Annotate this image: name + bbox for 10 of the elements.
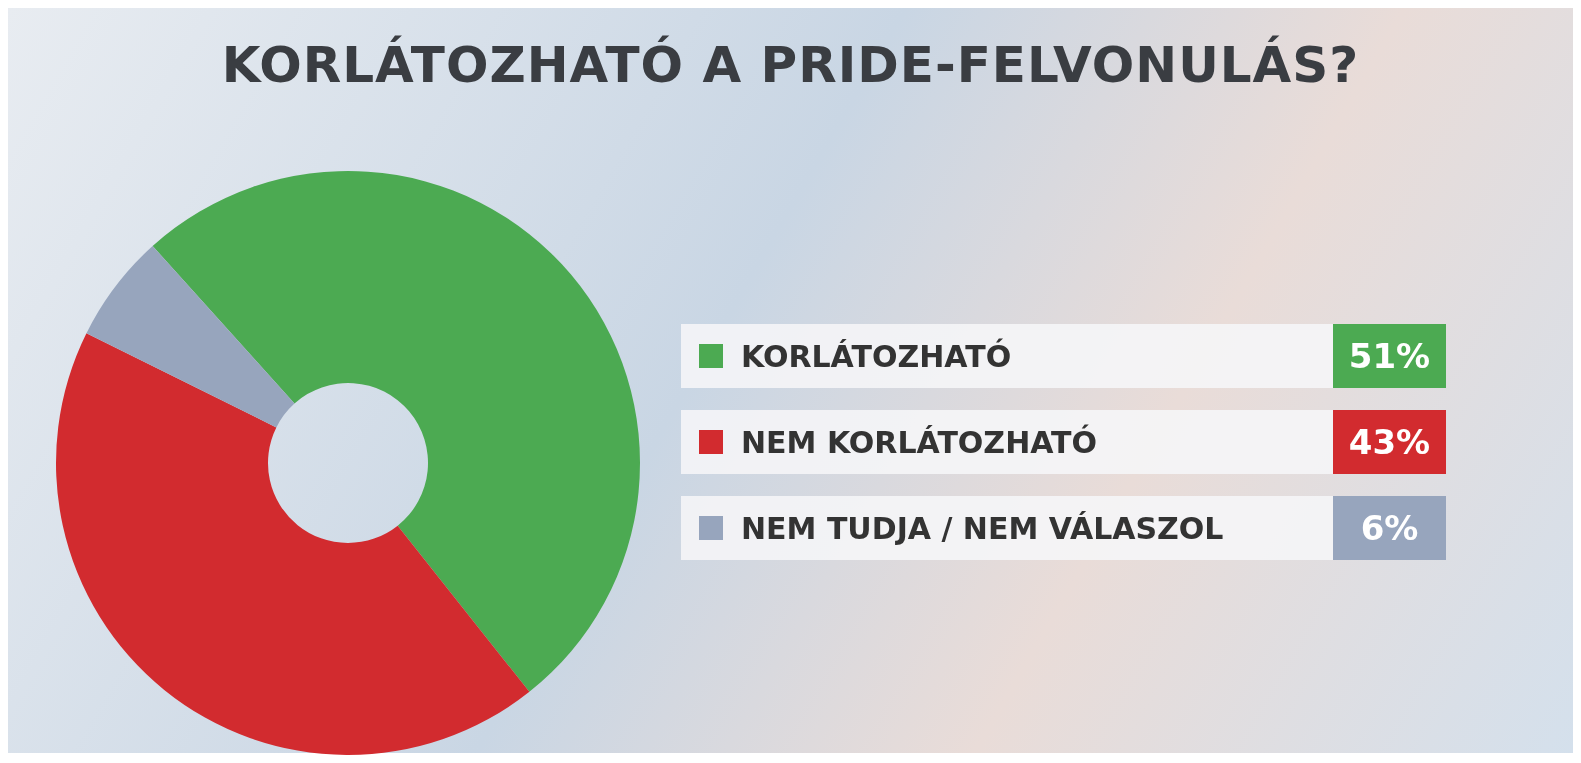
data-label: 43%: [1333, 410, 1446, 474]
donut-slice: [56, 333, 530, 755]
legend-label: NEM KORLÁTOZHATÓ: [741, 424, 1099, 460]
data-label: 51%: [1333, 324, 1446, 388]
donut-slice: [86, 246, 295, 428]
chart-title: KORLÁTOZHATÓ A PRIDE-FELVONULÁS?: [220, 36, 1361, 94]
data-label: 6%: [1333, 496, 1446, 560]
legend-label: NEM TUDJA / NEM VÁLASZOL: [741, 510, 1225, 546]
legend-label: KORLÁTOZHATÓ: [741, 338, 1013, 374]
donut-slice: [152, 171, 640, 692]
